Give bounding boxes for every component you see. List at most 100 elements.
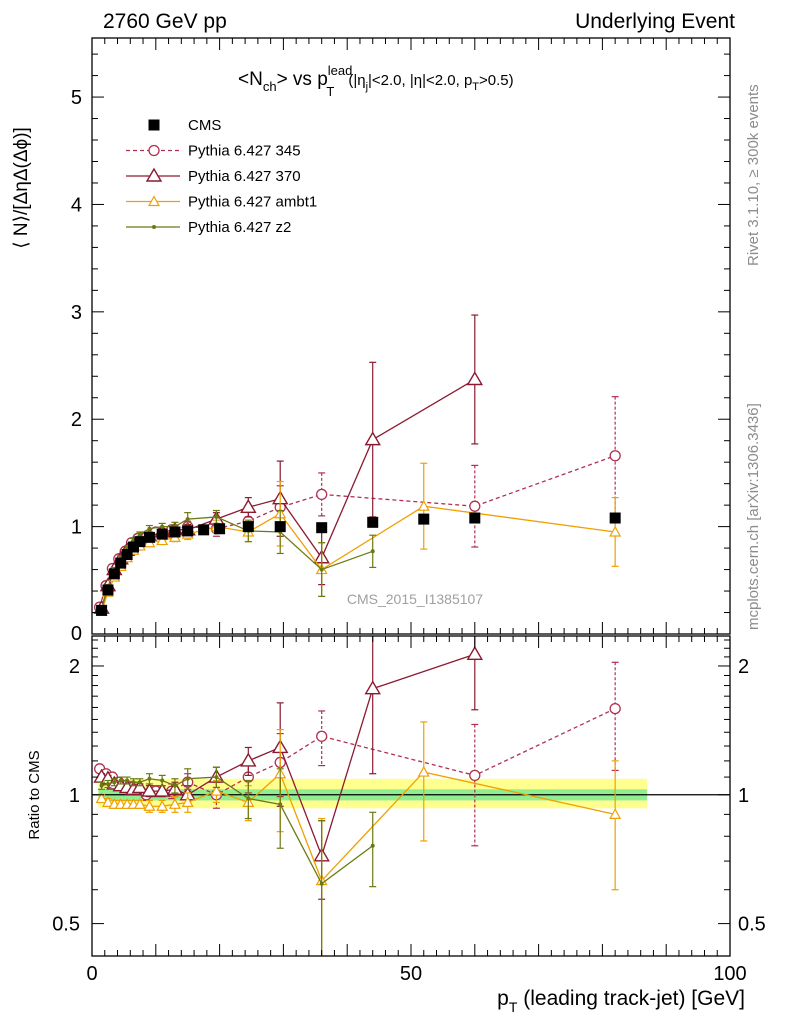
data-point <box>137 532 142 537</box>
data-point <box>95 792 108 804</box>
data-point <box>609 512 621 524</box>
data-point <box>115 557 127 569</box>
legend-entry: CMS <box>148 117 221 134</box>
legend-entry: Pythia 6.427 345 <box>126 143 301 160</box>
xlabel-sub: T <box>509 999 518 1015</box>
data-point <box>102 584 114 596</box>
analysis-watermark: CMS_2015_I1385107 <box>347 591 483 607</box>
main-y-tick-label: 5 <box>71 87 82 109</box>
main-ylabel: ⟨ N⟩/[ΔηΔ(Δϕ)] <box>11 127 32 249</box>
legend-marker <box>152 225 156 229</box>
series-line <box>100 378 476 609</box>
data-point <box>274 521 286 533</box>
data-point <box>278 802 283 807</box>
data-point <box>469 512 481 524</box>
data-point <box>319 567 324 572</box>
ratio-y-tick-label-right: 2 <box>738 656 749 678</box>
legend-label: Pythia 6.427 345 <box>188 143 301 160</box>
series-layer <box>93 314 622 956</box>
main-y-zero-label: 0 <box>71 623 82 645</box>
data-point <box>99 783 104 788</box>
ratio-y-tick-label-right: 0.5 <box>738 914 766 936</box>
data-point <box>418 513 430 525</box>
data-point <box>210 784 223 796</box>
legend-marker <box>148 119 160 131</box>
data-point <box>609 808 622 819</box>
data-point <box>143 531 155 543</box>
legend-marker <box>148 144 160 157</box>
title-mid-sup: lead <box>328 63 353 78</box>
data-point <box>466 371 484 386</box>
data-point <box>469 769 481 782</box>
data-point <box>143 800 156 811</box>
title-cuts-sub: j <box>365 81 368 93</box>
data-point <box>609 702 621 715</box>
data-point <box>125 778 130 783</box>
data-point <box>185 517 190 522</box>
main-y-tick-label: 1 <box>71 517 82 539</box>
data-point <box>214 775 219 780</box>
data-point <box>118 778 123 783</box>
header-right: Underlying Event <box>575 10 735 33</box>
series-line <box>101 653 476 858</box>
title-cuts3: >0.5) <box>479 72 514 89</box>
main-panel-series <box>93 314 622 617</box>
x-tick-label: 50 <box>400 963 422 985</box>
ratio-y-tick-label: 1 <box>69 785 80 807</box>
data-point <box>316 488 328 501</box>
data-point <box>133 798 146 809</box>
data-point <box>182 525 194 537</box>
main-series-pythia-6-427-345 <box>94 396 621 613</box>
ratio-ylabel: Ratio to CMS <box>26 750 43 839</box>
main-y-tick-label: 2 <box>71 409 82 431</box>
data-point <box>242 521 254 533</box>
ratio-y-tick-label: 2 <box>69 656 80 678</box>
x-axis-label: pT (leading track-jet) [GeV] <box>497 987 745 1015</box>
data-point <box>609 525 622 537</box>
data-point <box>367 516 379 528</box>
data-point <box>198 524 210 536</box>
data-point <box>160 524 165 529</box>
data-point <box>147 776 152 781</box>
data-point <box>131 779 149 794</box>
data-point <box>156 800 169 811</box>
data-point <box>127 541 139 553</box>
legend-entry: Pythia 6.427 ambt1 <box>126 194 317 211</box>
data-point <box>246 796 251 801</box>
data-point <box>160 778 165 783</box>
data-point <box>240 752 257 767</box>
data-point <box>370 549 375 554</box>
legend-entry: Pythia 6.427 z2 <box>126 219 291 236</box>
data-point <box>105 781 110 786</box>
data-point <box>156 528 168 540</box>
mcplots-label: mcplots.cern.ch [arXiv:1306.3436] <box>745 403 762 630</box>
ratio-panel-series <box>93 636 622 956</box>
data-point <box>134 536 146 548</box>
data-point <box>609 450 621 462</box>
data-point <box>316 730 328 742</box>
rivet-label: Rivet 3.1.10, ≥ 300k events <box>745 84 762 266</box>
title-mid-sub: T <box>326 84 334 99</box>
ratio-series-pythia-6-427-ambt1 <box>95 721 622 956</box>
xlabel-p: p <box>497 987 509 1010</box>
title-main-sub: ch <box>263 79 277 94</box>
data-point <box>214 523 226 535</box>
legend-label: Pythia 6.427 370 <box>188 168 301 185</box>
data-point <box>316 522 328 534</box>
main-series-cms <box>96 512 621 616</box>
x-tick-label: 0 <box>86 963 97 985</box>
data-point <box>156 534 169 546</box>
title-main: <N <box>238 69 263 90</box>
plot-title: <Nch> vs plead T(|ηj|<2.0, |η|<2.0, pT>0.… <box>238 63 514 99</box>
data-point <box>214 514 219 519</box>
data-point <box>364 680 381 695</box>
legend-label: Pythia 6.427 z2 <box>188 219 291 236</box>
legend-marker <box>147 195 161 207</box>
data-point <box>153 782 171 797</box>
data-point <box>108 568 120 580</box>
data-point <box>112 780 117 785</box>
title-cuts: (|η <box>348 72 365 89</box>
data-point <box>319 881 324 886</box>
